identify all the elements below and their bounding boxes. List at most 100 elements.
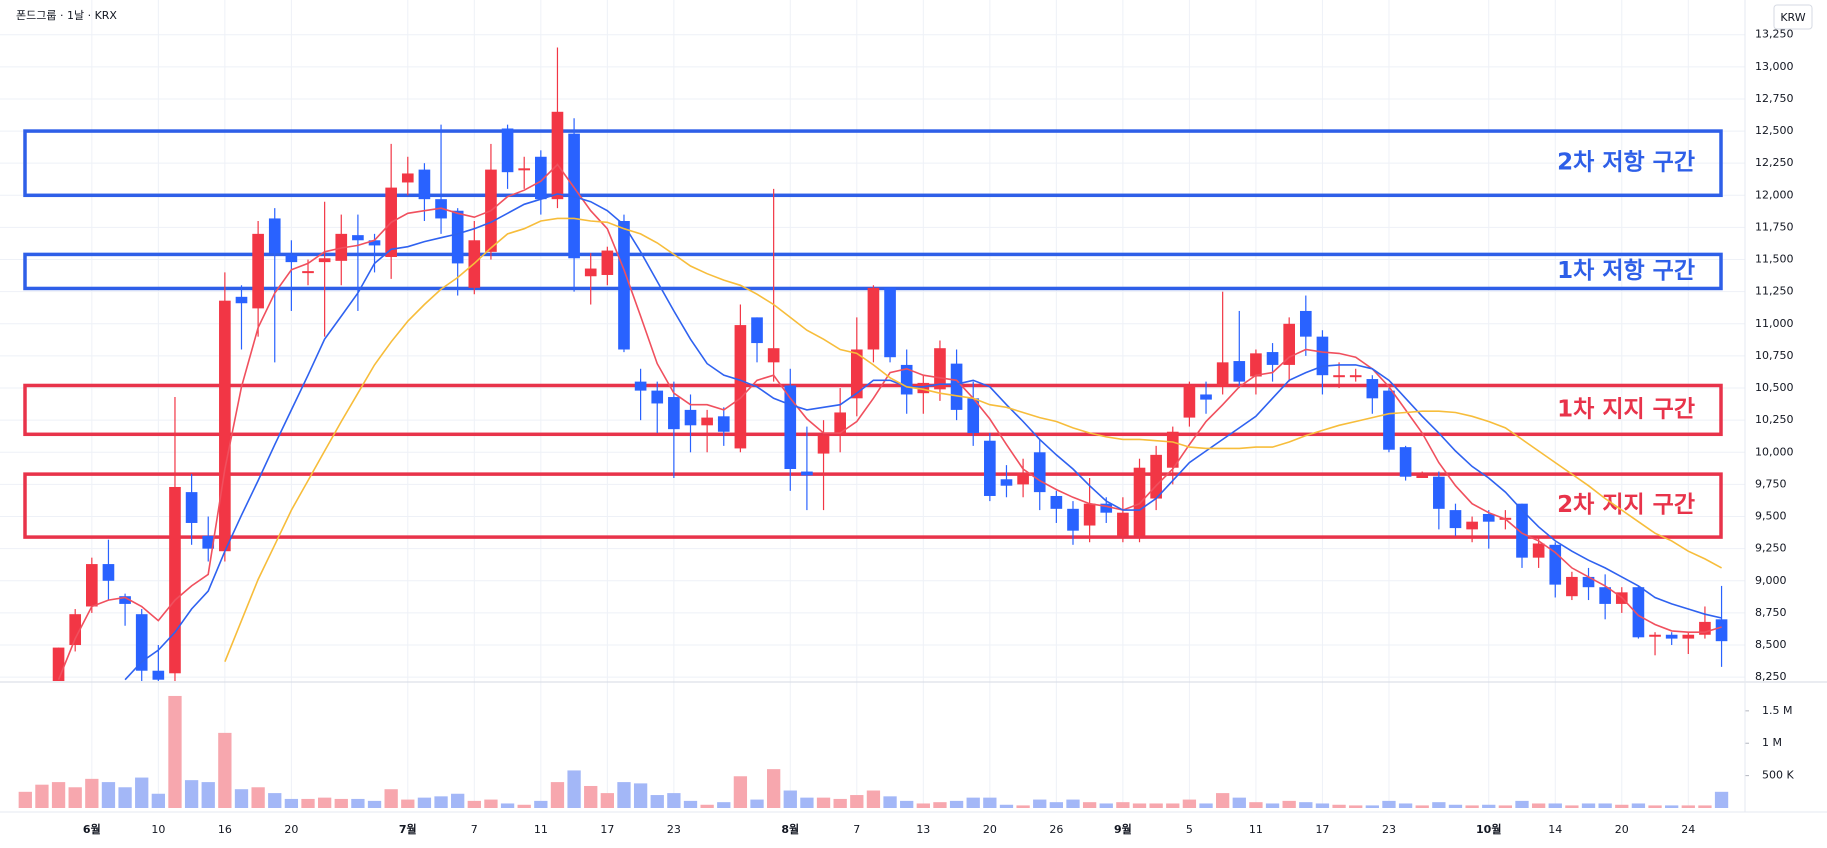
candle-body: [135, 614, 148, 671]
volume-bar: [534, 800, 548, 808]
volume-bar: [850, 795, 864, 808]
y-tick-label: 13,000: [1755, 60, 1794, 73]
candle-body: [1383, 390, 1395, 450]
candle-body: [1399, 447, 1412, 477]
volume-bar: [384, 789, 398, 808]
candle-body: [1083, 503, 1096, 526]
volume-bar: [1149, 803, 1163, 808]
candle-body: [884, 287, 896, 358]
candle-body: [751, 317, 763, 344]
x-tick-label: 7: [471, 823, 478, 836]
volume-bar: [484, 799, 498, 808]
volume-bar: [1232, 797, 1246, 808]
volume-bar: [234, 789, 249, 808]
volume-tick-label: 1 M: [1762, 736, 1782, 749]
candle-body: [801, 471, 813, 476]
moving-average: [124, 193, 1722, 681]
volume-bar: [451, 793, 465, 808]
volume-bar: [251, 787, 265, 808]
volume-bar: [1698, 805, 1712, 808]
candle-body: [817, 435, 830, 454]
volume-bar: [1249, 802, 1263, 808]
candle-body: [219, 300, 231, 552]
candle-body: [1682, 634, 1695, 639]
candle-body: [535, 156, 547, 200]
volume-bar: [1465, 805, 1479, 808]
candle-body: [202, 535, 215, 549]
x-tick-label: 23: [667, 823, 681, 836]
candle-body: [984, 440, 996, 496]
volume-bar: [1315, 803, 1330, 808]
candle-body: [1216, 362, 1229, 387]
candle-body: [950, 363, 963, 410]
x-tick-label: 11: [1249, 823, 1263, 836]
volume-bar: [184, 780, 199, 808]
volume-bar: [101, 782, 116, 808]
volume-bar: [650, 795, 664, 808]
candle-body: [85, 564, 98, 607]
volume-bar: [218, 732, 232, 808]
volume-bar: [733, 776, 748, 808]
volume-bar: [151, 793, 165, 808]
candle-body: [1349, 375, 1362, 378]
candle-body: [1665, 634, 1678, 639]
candle-body: [668, 397, 680, 430]
x-tick-label: 10월: [1476, 822, 1501, 836]
volume-bar: [1581, 803, 1596, 808]
volume-bar: [999, 804, 1014, 808]
candle-body: [1549, 544, 1562, 585]
candle-body: [767, 348, 780, 363]
candle-body: [1100, 503, 1113, 513]
candle-body: [285, 254, 298, 263]
y-tick-label: 9,000: [1755, 574, 1787, 587]
candle-body: [1067, 508, 1079, 531]
candle-body: [850, 349, 863, 399]
candle-body: [1250, 353, 1262, 377]
currency-box: [1773, 4, 1813, 30]
volume-pane: [18, 695, 1729, 808]
zone-label: 1차 지지 구간: [1557, 396, 1695, 422]
volume-bar: [1531, 803, 1546, 808]
volume-bar: [500, 803, 515, 808]
volume-bar: [933, 802, 947, 808]
candle-body: [1516, 503, 1528, 558]
candle-body: [185, 492, 198, 523]
candle-body: [917, 382, 930, 394]
x-tick-label: 10: [151, 823, 165, 836]
volume-bar: [550, 782, 565, 808]
candle-body: [1033, 452, 1046, 493]
volume-bar: [1714, 791, 1729, 808]
candle-body: [900, 364, 913, 395]
y-tick-label: 8,250: [1755, 670, 1787, 683]
volume-bar: [1665, 805, 1679, 808]
labels: 8,250 8,500 8,750 9,000 9,250 9,500 9,750 10,00…: [83, 28, 1795, 836]
volume-bar: [1565, 805, 1579, 808]
candle-body: [152, 670, 165, 680]
volume-bar: [1099, 803, 1113, 808]
volume-bar: [18, 791, 32, 808]
volume-bar: [51, 782, 66, 808]
x-tick-label: 9월: [1114, 822, 1132, 836]
volume-bar: [800, 797, 814, 808]
candle-body: [1632, 587, 1645, 638]
volume-bar: [1199, 803, 1213, 808]
candle-body: [717, 416, 730, 432]
candle-body: [1649, 634, 1661, 637]
candle-body: [1366, 379, 1379, 399]
candle-body: [1532, 543, 1545, 558]
candle-body: [69, 614, 82, 646]
volume-bar: [417, 797, 432, 808]
candle-body: [867, 287, 880, 350]
y-tick-label: 9,750: [1755, 477, 1787, 490]
candle-body: [368, 240, 381, 246]
candle-body: [734, 325, 747, 449]
candle-body: [401, 173, 414, 183]
candle-body: [1233, 361, 1246, 382]
y-tick-label: 9,250: [1755, 542, 1787, 555]
candle-body: [618, 221, 630, 350]
x-tick-label: 20: [983, 823, 997, 836]
y-tick-label: 10,500: [1755, 381, 1794, 394]
volume-bar: [268, 793, 282, 808]
x-tick-label: 16: [218, 823, 232, 836]
volume-bar: [1398, 803, 1413, 808]
